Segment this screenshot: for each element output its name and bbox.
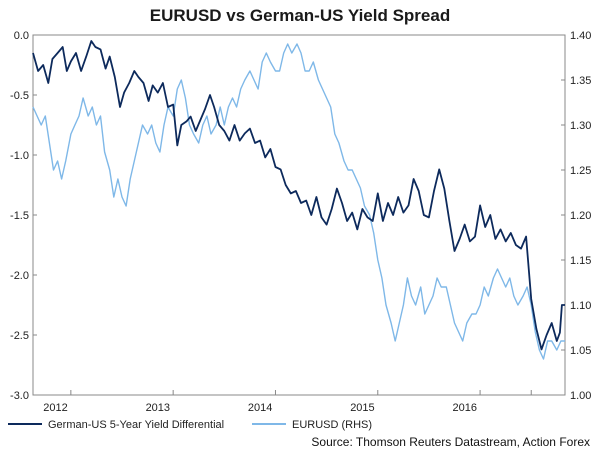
series-line-eurusd	[32, 43, 565, 360]
right-axis: 1.40 1.35 1.30 1.25 1.20 1.15 1.10 1.05 1.00	[561, 30, 591, 402]
plot-area	[32, 34, 566, 396]
legend-label-yield-differential: German-US 5-Year Yield Differential	[48, 419, 224, 431]
right-tick-label: 1.10	[570, 300, 591, 312]
x-tick-label: 2016	[452, 402, 476, 414]
right-tick-label: 1.35	[570, 75, 591, 87]
source-note: Source: Thomson Reuters Datastream, Acti…	[311, 435, 590, 449]
right-tick-label: 1.05	[570, 345, 591, 357]
series-line-yield-differential	[32, 40, 565, 351]
left-axis: 0.0 -0.5 -1.0 -1.5 -2.0 -2.5 -3.0	[10, 30, 37, 402]
legend-label-eurusd: EURUSD (RHS)	[292, 419, 372, 431]
chart-title: EURUSD vs German-US Yield Spread	[150, 6, 450, 25]
left-tick-label: -1.5	[10, 210, 29, 222]
x-axis: 2012 2013 2014 2015 2016	[43, 390, 532, 414]
right-tick-label: 1.40	[570, 30, 591, 42]
x-tick-label: 2014	[248, 402, 272, 414]
right-tick-label: 1.30	[570, 120, 591, 132]
legend: German-US 5-Year Yield Differential EURU…	[8, 419, 372, 431]
left-tick-label: -2.0	[10, 270, 29, 282]
left-tick-label: -2.5	[10, 330, 29, 342]
x-tick-label: 2013	[146, 402, 170, 414]
left-tick-label: -0.5	[10, 90, 29, 102]
left-tick-label: -3.0	[10, 390, 29, 402]
left-tick-label: -1.0	[10, 150, 29, 162]
series-lines	[32, 40, 565, 360]
right-tick-label: 1.15	[570, 255, 591, 267]
right-tick-label: 1.25	[570, 165, 591, 177]
x-tick-label: 2015	[350, 402, 374, 414]
right-tick-label: 1.00	[570, 390, 591, 402]
right-tick-label: 1.20	[570, 210, 591, 222]
left-tick-label: 0.0	[14, 30, 29, 42]
x-tick-label: 2012	[43, 402, 67, 414]
